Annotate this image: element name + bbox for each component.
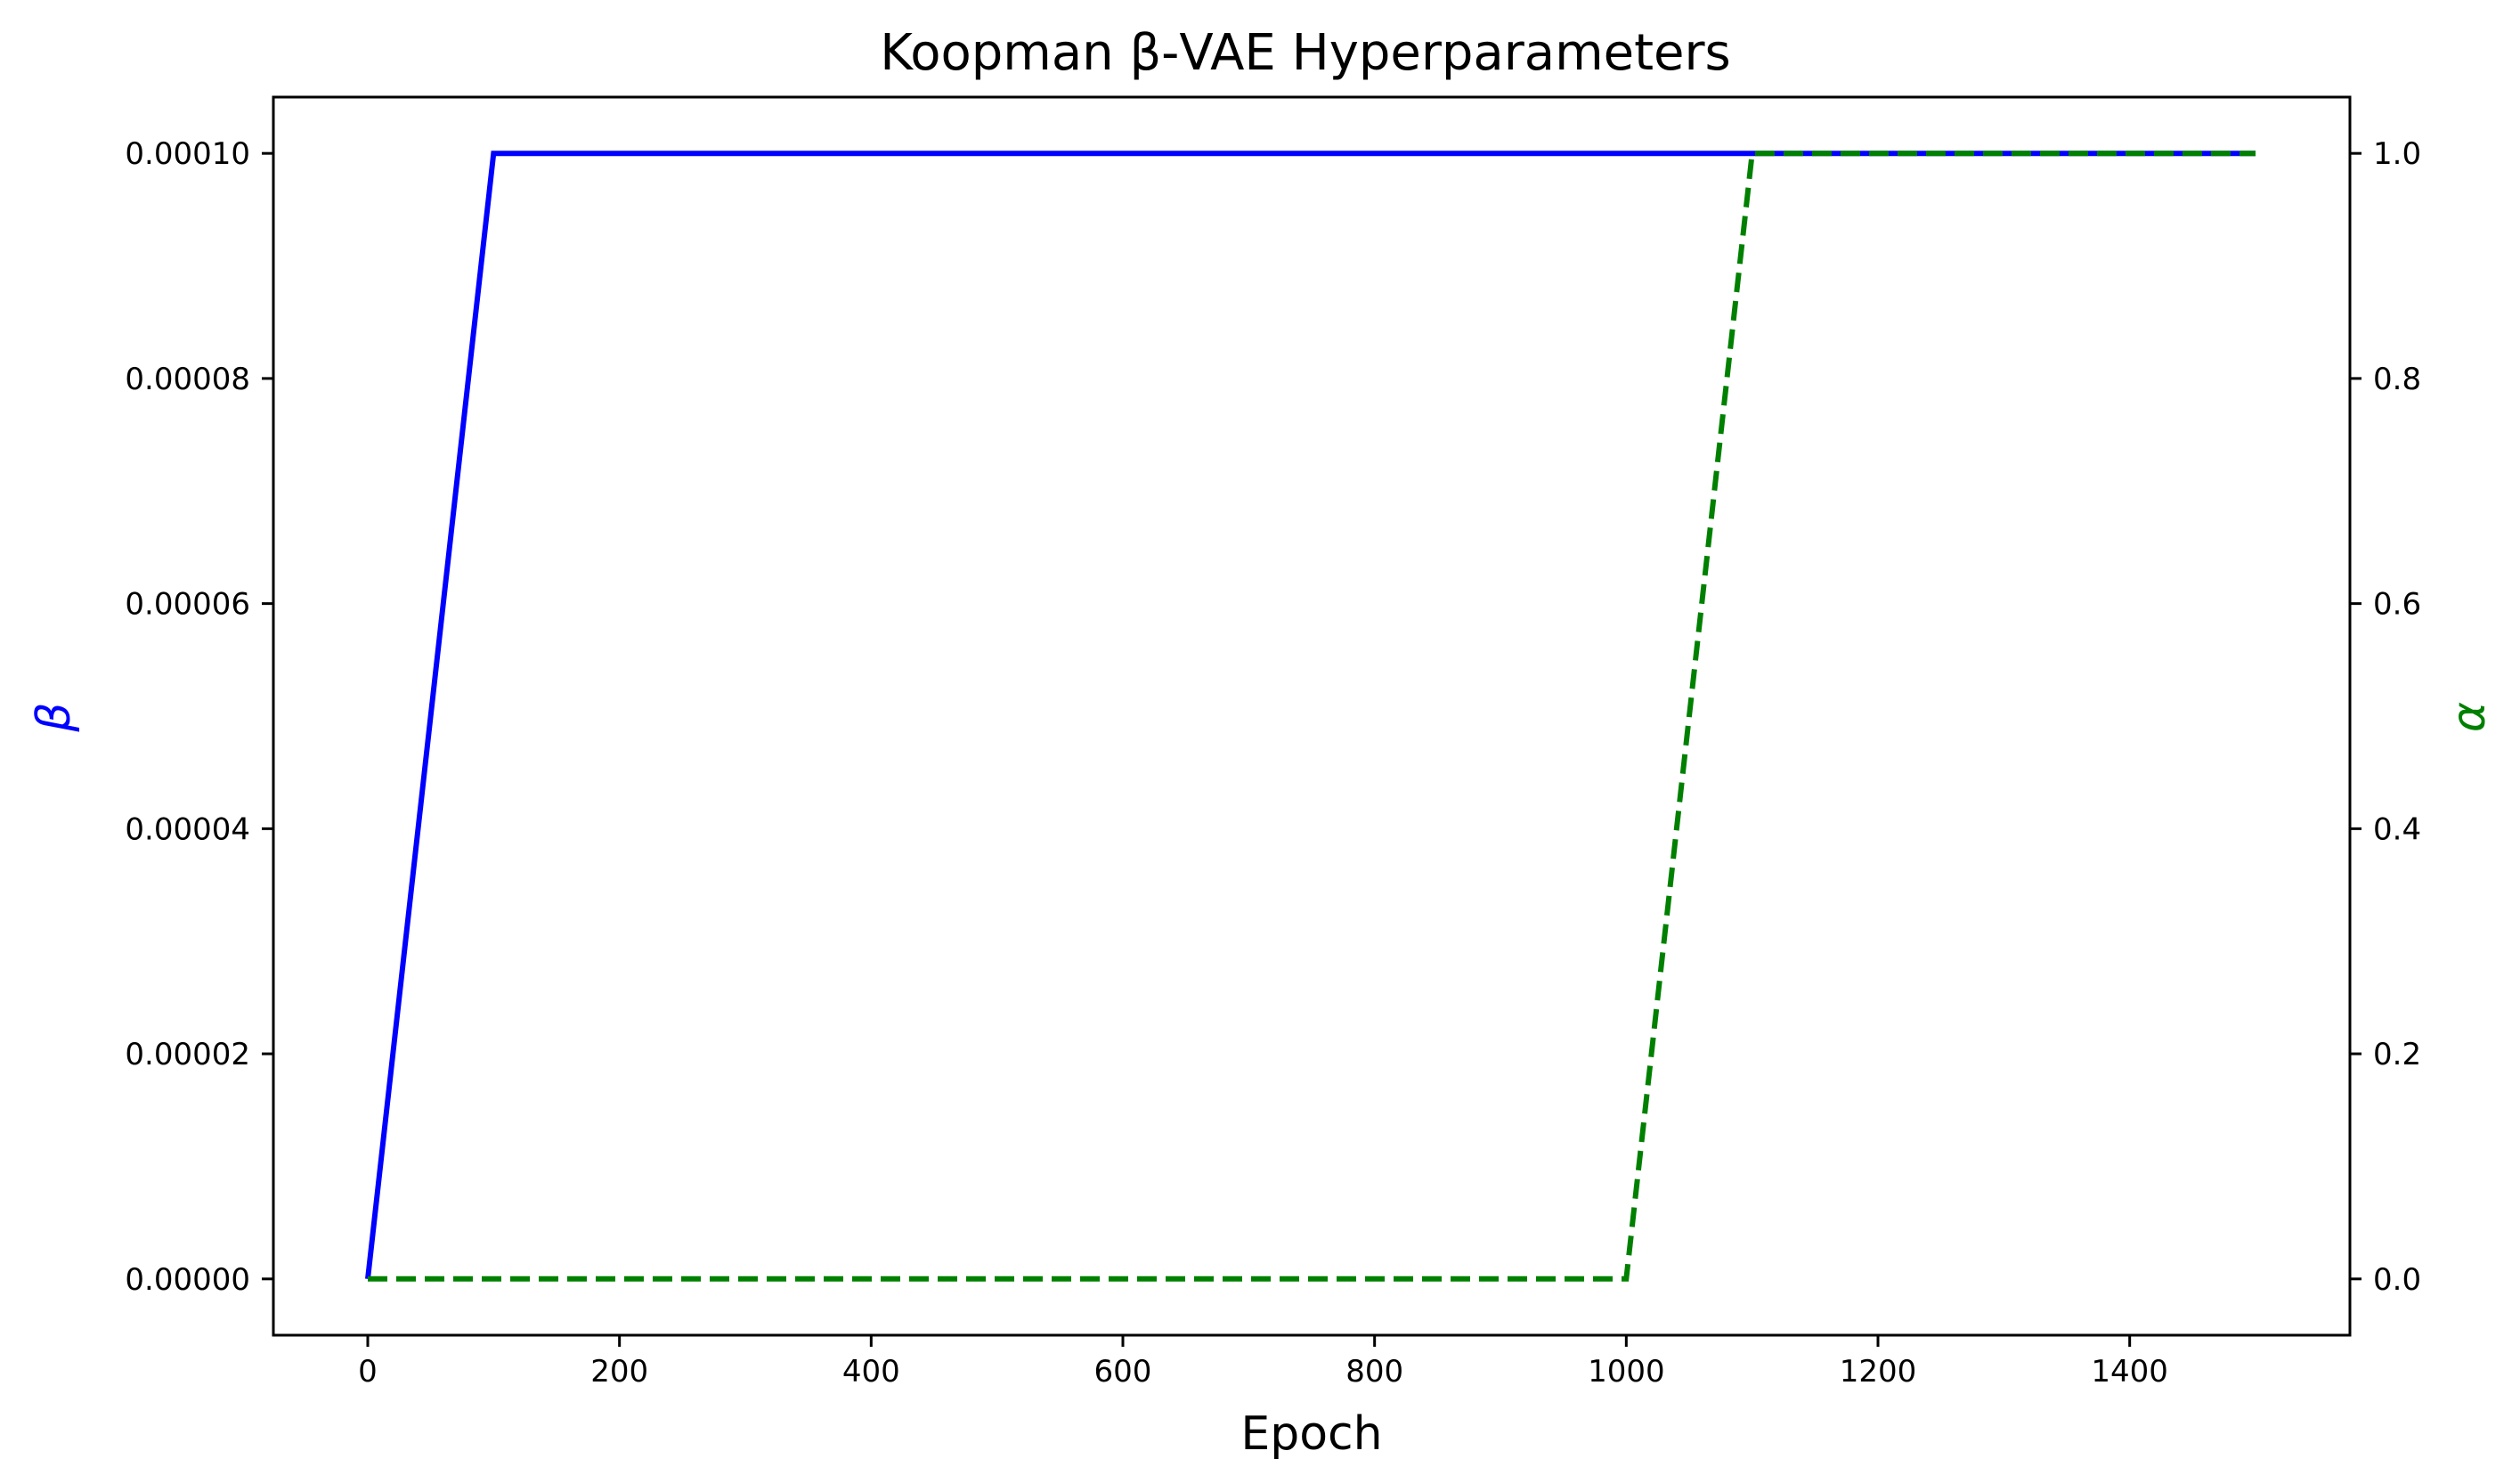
x-tick-label: 1000 — [1588, 1354, 1665, 1390]
x-tick-label: 800 — [1345, 1354, 1403, 1390]
x-tick-label: 1200 — [1840, 1354, 1917, 1390]
right-y-tick-label: 0.6 — [2373, 587, 2421, 623]
x-tick-label: 600 — [1094, 1354, 1152, 1390]
right-y-tick-label: 0.2 — [2373, 1037, 2421, 1072]
left-y-tick-label: 0.00006 — [125, 587, 250, 623]
right-y-axis-ticks: 0.0 0.2 0.4 0.6 0.8 1.0 — [2350, 136, 2421, 1298]
left-y-axis-ticks: 0.00000 0.00002 0.00004 0.00006 0.00008 0.000… — [125, 136, 273, 1298]
x-tick-label: 200 — [590, 1354, 648, 1390]
left-y-tick-label: 0.00000 — [125, 1262, 250, 1298]
x-axis-ticks: 0 200 400 600 800 1000 1200 1400 — [358, 1335, 2168, 1390]
x-tick-label: 0 — [358, 1354, 378, 1390]
left-y-tick-label: 0.00008 — [125, 362, 250, 397]
left-y-axis-label: β — [28, 702, 81, 732]
right-y-axis-label: α — [2443, 702, 2496, 732]
right-y-tick-label: 0.4 — [2373, 811, 2421, 847]
x-axis-label: Epoch — [1240, 1407, 1382, 1459]
chart-title: Koopman β-VAE Hyperparameters — [880, 24, 1730, 82]
right-y-tick-label: 0.0 — [2373, 1262, 2421, 1298]
plot-frame — [272, 95, 2352, 1337]
left-y-tick-label: 0.00010 — [125, 136, 250, 172]
x-tick-label: 1400 — [2091, 1354, 2168, 1390]
left-y-tick-label: 0.00002 — [125, 1037, 250, 1072]
left-y-tick-label: 0.00004 — [125, 811, 250, 847]
x-tick-label: 400 — [842, 1354, 900, 1390]
right-y-tick-label: 0.8 — [2373, 362, 2421, 397]
alpha-series-line — [368, 151, 2256, 1282]
series-layer — [365, 151, 2256, 1282]
beta-series-line — [365, 151, 2256, 1280]
right-y-tick-label: 1.0 — [2373, 136, 2421, 172]
